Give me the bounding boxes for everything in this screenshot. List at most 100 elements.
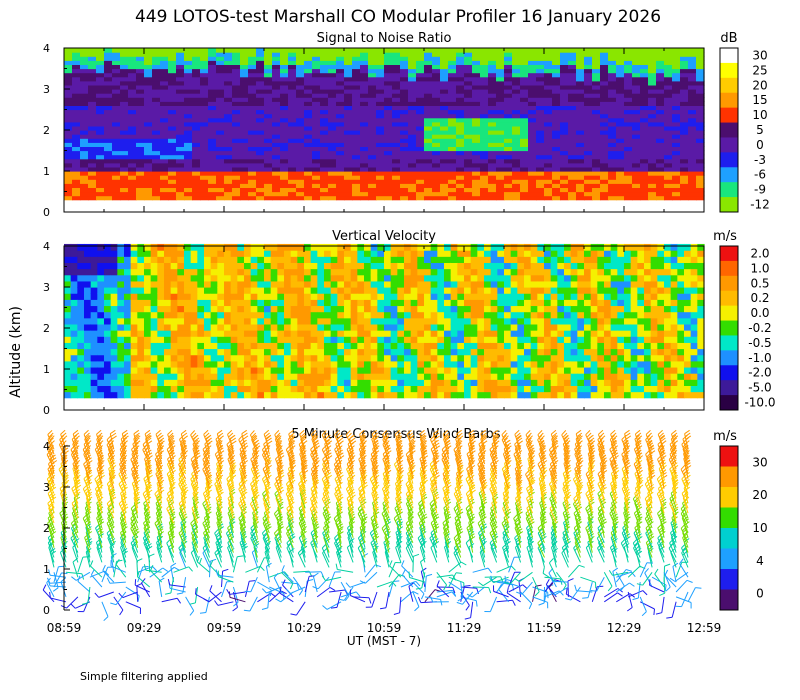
vv-cell bbox=[224, 330, 232, 337]
snr-cell bbox=[632, 191, 641, 197]
vv-cell bbox=[297, 330, 305, 337]
snr-cell bbox=[328, 48, 337, 53]
snr-cell bbox=[64, 89, 73, 94]
snr-cell bbox=[576, 72, 585, 78]
vv-cell bbox=[304, 366, 312, 374]
snr-cell bbox=[128, 138, 137, 143]
vv-cell bbox=[110, 366, 118, 374]
vv-cell bbox=[344, 293, 352, 300]
vv-cell bbox=[184, 342, 192, 350]
vv-cell bbox=[70, 360, 78, 368]
snr-cell bbox=[504, 76, 513, 82]
vv-cell bbox=[417, 293, 425, 300]
vv-cell bbox=[497, 280, 505, 288]
snr-cell bbox=[408, 150, 417, 156]
vv-cell bbox=[317, 336, 325, 343]
snr-cell bbox=[520, 89, 529, 94]
snr-cell bbox=[624, 187, 633, 193]
vv-cell bbox=[137, 354, 145, 362]
snr-cell bbox=[688, 191, 697, 197]
snr-cell bbox=[304, 142, 313, 147]
vv-cell bbox=[530, 348, 538, 356]
snr-cell bbox=[88, 80, 97, 86]
snr-cell bbox=[680, 48, 689, 53]
colorbar-label: 10 bbox=[752, 108, 767, 122]
vv-cell bbox=[457, 373, 465, 380]
vv-cell bbox=[70, 268, 78, 276]
snr-cell bbox=[488, 80, 497, 86]
snr-cell bbox=[424, 195, 433, 201]
snr-cell bbox=[456, 68, 465, 74]
vv-cell bbox=[430, 360, 438, 368]
snr-cell bbox=[80, 48, 89, 53]
vv-cell bbox=[357, 274, 365, 282]
snr-cell bbox=[224, 48, 233, 53]
snr-cell bbox=[416, 105, 425, 111]
snr-cell bbox=[160, 166, 169, 172]
snr-cell bbox=[480, 68, 489, 74]
snr-cell bbox=[72, 93, 81, 98]
snr-cell bbox=[104, 97, 113, 102]
snr-cell bbox=[224, 142, 233, 147]
snr-cell bbox=[232, 166, 241, 172]
vv-cell bbox=[530, 342, 538, 350]
snr-cell bbox=[440, 158, 449, 164]
snr-cell bbox=[280, 72, 289, 78]
vv-cell bbox=[524, 336, 532, 343]
vv-cell bbox=[437, 373, 445, 380]
snr-cell bbox=[576, 171, 585, 176]
vv-cell bbox=[397, 256, 405, 263]
vv-cell bbox=[357, 311, 365, 319]
vv-cell bbox=[110, 391, 118, 399]
snr-cell bbox=[392, 162, 401, 168]
snr-cell bbox=[536, 48, 545, 53]
snr-cell bbox=[488, 125, 497, 131]
snr-cell bbox=[352, 191, 361, 197]
vv-cell bbox=[110, 311, 118, 319]
vv-cell bbox=[97, 250, 105, 257]
vv-cell bbox=[384, 385, 392, 393]
y-tick-label: 1 bbox=[43, 165, 50, 178]
snr-cell bbox=[128, 84, 137, 90]
snr-cell bbox=[440, 97, 449, 102]
snr-cell bbox=[168, 64, 177, 70]
vv-cell bbox=[230, 287, 238, 294]
snr-cell bbox=[448, 52, 457, 57]
vv-cell bbox=[217, 323, 225, 331]
snr-cell bbox=[456, 130, 465, 135]
snr-cell bbox=[384, 166, 393, 172]
snr-cell bbox=[136, 158, 145, 164]
snr-cell bbox=[448, 142, 457, 147]
snr-cell bbox=[320, 142, 329, 147]
snr-cell bbox=[512, 154, 521, 160]
snr-cell bbox=[232, 84, 241, 90]
snr-cell bbox=[592, 142, 601, 147]
vv-cell bbox=[130, 299, 138, 307]
snr-cell bbox=[424, 109, 433, 115]
vv-cell bbox=[410, 305, 418, 313]
vv-cell bbox=[510, 262, 518, 270]
vv-cell bbox=[224, 280, 232, 288]
vv-cell bbox=[130, 342, 138, 350]
vv-cell bbox=[284, 385, 292, 393]
snr-cell bbox=[448, 64, 457, 70]
snr-cell bbox=[280, 84, 289, 90]
snr-cell bbox=[512, 89, 521, 94]
snr-cell bbox=[600, 171, 609, 176]
snr-cell bbox=[112, 166, 121, 172]
snr-cell bbox=[176, 166, 185, 172]
snr-cell bbox=[672, 101, 681, 106]
snr-cell bbox=[368, 158, 377, 164]
snr-cell bbox=[248, 117, 257, 123]
vv-cell bbox=[264, 243, 272, 251]
vv-cell bbox=[117, 311, 125, 319]
snr-cell bbox=[360, 117, 369, 123]
snr-cell bbox=[112, 117, 121, 123]
snr-cell bbox=[544, 105, 553, 111]
snr-cell bbox=[304, 171, 313, 176]
snr-cell bbox=[152, 191, 161, 197]
vv-cell bbox=[104, 373, 112, 380]
vv-cell bbox=[164, 373, 172, 380]
snr-cell bbox=[456, 183, 465, 188]
vv-cell bbox=[557, 287, 565, 294]
